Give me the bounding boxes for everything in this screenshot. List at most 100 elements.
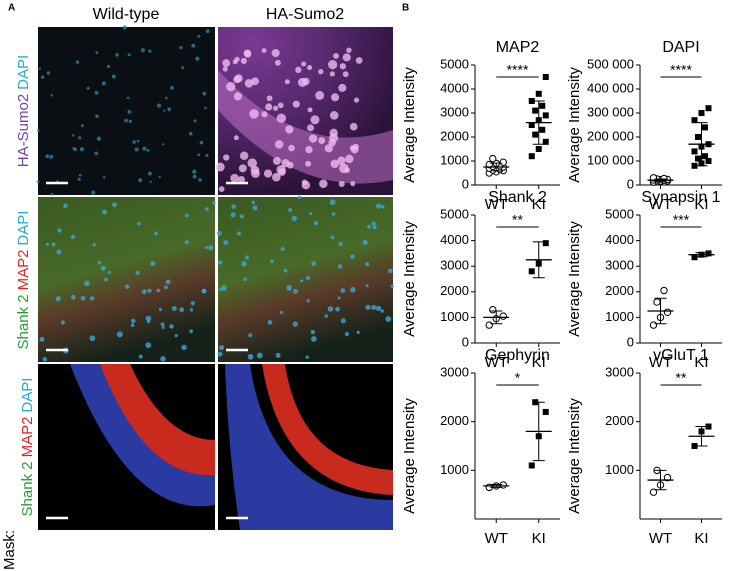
nucleus [145, 342, 152, 349]
nucleus [169, 324, 174, 329]
data-point [542, 74, 549, 80]
data-point [691, 117, 698, 124]
nucleus [230, 212, 236, 218]
nucleus [273, 105, 279, 111]
nucleus [218, 260, 223, 265]
nucleus [134, 147, 139, 152]
y-tick-label: 4000 [605, 232, 634, 247]
nucleus [350, 254, 355, 259]
data-point [691, 162, 698, 169]
nucleus [375, 203, 382, 209]
nucleus [330, 159, 339, 169]
y-axis-label: Average Intensity [566, 398, 583, 514]
nucleus [221, 285, 227, 291]
y-tick-label: 0 [462, 176, 469, 191]
nucleus [198, 178, 202, 182]
nucleus [330, 235, 335, 240]
y-tick-label: 2000 [440, 283, 469, 298]
nucleus [150, 261, 156, 267]
nucleus [256, 352, 263, 359]
nucleus [127, 110, 132, 114]
nucleus [49, 154, 54, 159]
data-point [532, 131, 539, 138]
nucleus [338, 83, 347, 92]
error-bar [654, 469, 667, 491]
nucleus [306, 124, 315, 132]
nucleus [324, 144, 334, 153]
nucleus [104, 277, 108, 282]
nucleus [297, 195, 302, 199]
image-wt-shank [38, 197, 215, 362]
nucleus [75, 60, 80, 64]
image-ki-shank [218, 197, 393, 362]
nucleus [281, 158, 290, 168]
nucleus [238, 164, 247, 173]
nucleus [333, 53, 339, 59]
nucleus [80, 124, 84, 128]
data-point [542, 112, 549, 119]
row-label-part: Shank 2 [19, 461, 36, 516]
data-point [539, 102, 546, 109]
y-tick-label: 5000 [440, 56, 469, 71]
data-point [691, 148, 698, 155]
nucleus [147, 320, 151, 324]
nucleus [239, 151, 249, 160]
chart-title: vGluT 1 [653, 347, 709, 364]
nucleus [79, 147, 84, 152]
nucleus [375, 305, 382, 311]
nucleus [305, 160, 312, 167]
data-point [539, 126, 546, 133]
nucleus [161, 325, 165, 329]
nucleus [72, 147, 76, 150]
data-point [698, 110, 705, 116]
nucleus [270, 259, 274, 264]
nucleus [72, 134, 75, 137]
row-label: HA-Sumo2 DAPI [15, 55, 32, 167]
data-point [535, 90, 542, 97]
nucleus [367, 224, 371, 229]
nucleus [365, 304, 371, 310]
data-point [528, 268, 535, 275]
nucleus [138, 354, 143, 359]
nucleus [324, 314, 328, 318]
nucleus [288, 144, 295, 152]
nucleus [241, 261, 247, 267]
nucleus [286, 285, 293, 291]
row-label: Shank 2 MAP2 DAPI [15, 211, 32, 350]
error-bar [695, 252, 708, 258]
nucleus [283, 268, 288, 273]
nucleus [189, 329, 193, 334]
nucleus [243, 277, 247, 281]
x-tick-label: KI [532, 196, 546, 213]
nucleus [371, 304, 377, 310]
error-bar [654, 178, 667, 182]
nucleus [205, 29, 210, 34]
data-point [485, 321, 493, 329]
y-tick-label: 3000 [440, 104, 469, 119]
nucleus [197, 153, 201, 157]
row-label: Shank 2 MAP2 DAPI [19, 378, 36, 517]
nucleus [92, 243, 96, 247]
nucleus [280, 246, 285, 252]
nucleus [156, 288, 161, 293]
nucleus [77, 177, 81, 181]
nucleus [337, 156, 346, 165]
x-tick-label: KI [694, 354, 708, 371]
nucleus [162, 143, 165, 146]
y-tick-label: 0 [627, 176, 634, 191]
error-bar [532, 100, 545, 145]
y-tick-label: 3000 [440, 258, 469, 273]
y-tick-label: 1000 [440, 152, 469, 167]
y-tick-label: 2000 [440, 128, 469, 143]
nucleus [372, 224, 377, 230]
nucleus [95, 114, 99, 119]
nucleus [356, 330, 360, 334]
error-bar [654, 297, 667, 325]
nucleus [158, 307, 163, 312]
nucleus [222, 59, 231, 68]
significance-label: **** [507, 62, 529, 78]
nucleus [251, 77, 260, 86]
nucleus [274, 59, 281, 66]
nucleus [362, 239, 368, 245]
nucleus [346, 47, 352, 53]
